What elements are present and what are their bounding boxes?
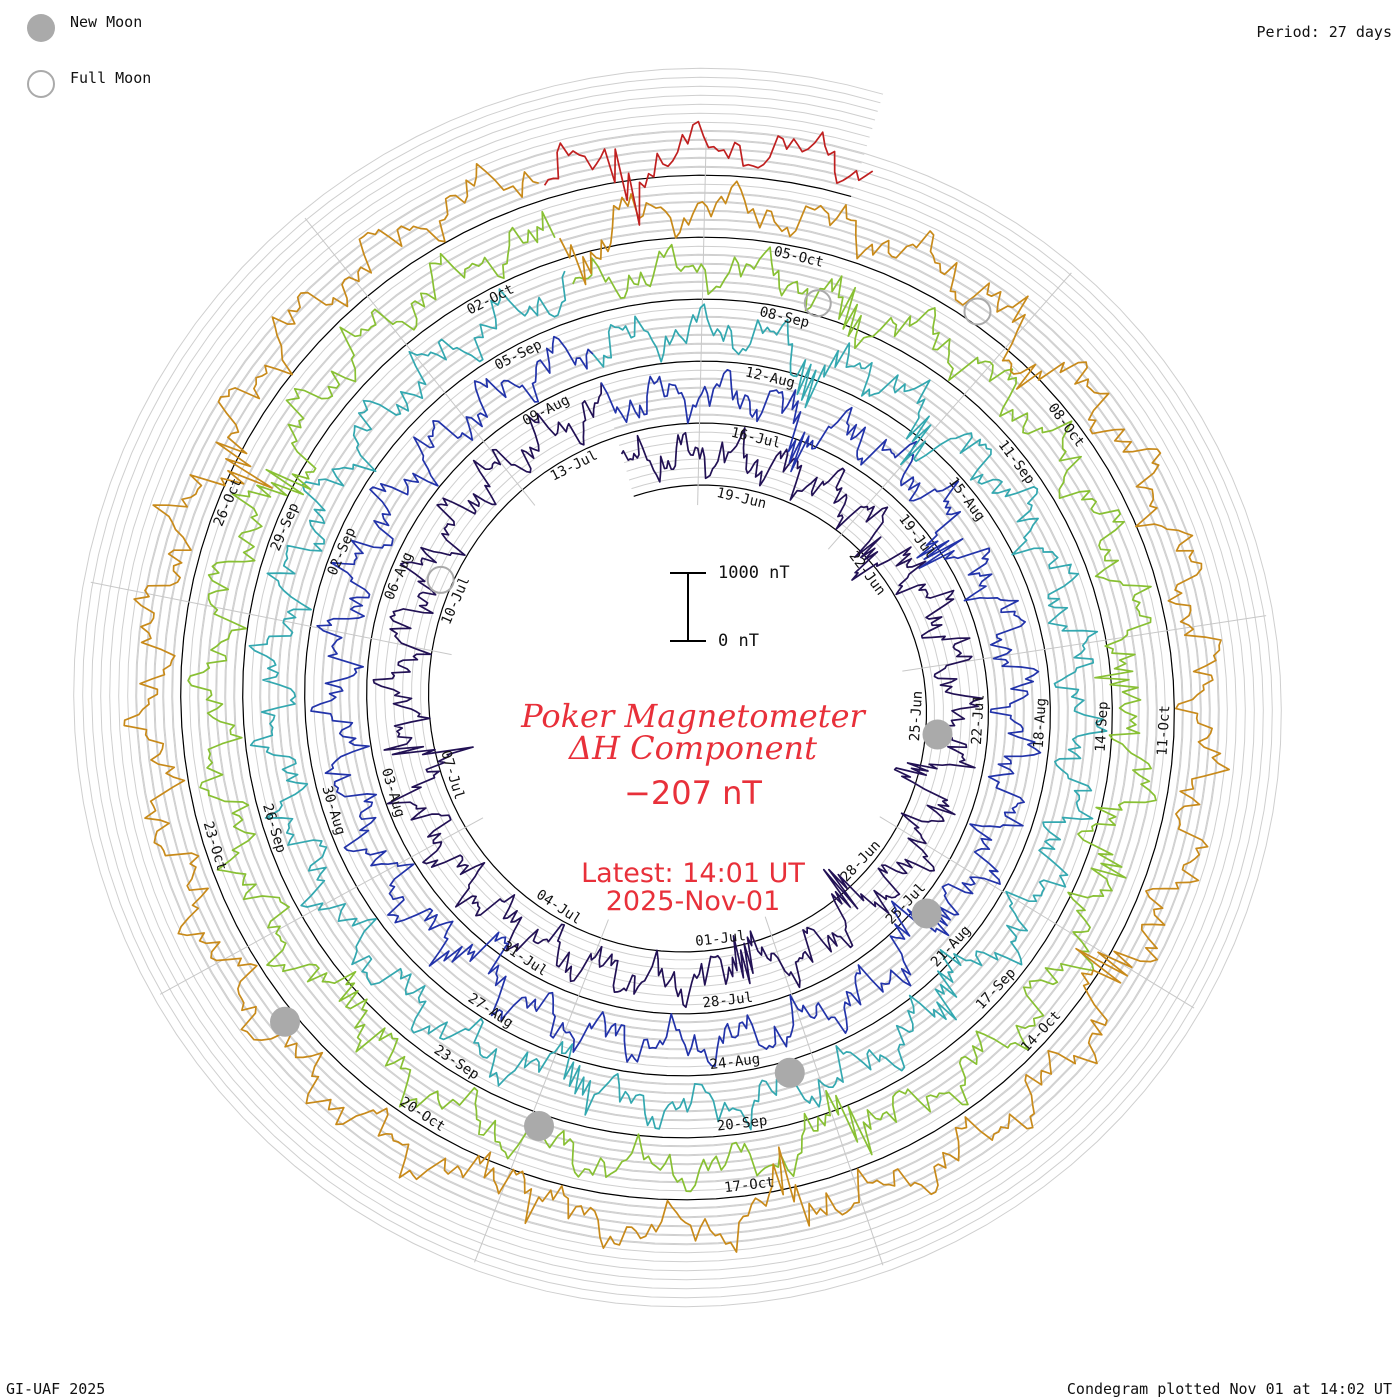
chart-title: Poker Magnetometer bbox=[521, 697, 865, 735]
radial-spoke bbox=[764, 916, 884, 1266]
date-label: 14-Oct bbox=[1018, 1008, 1064, 1056]
spiral-grid-line bbox=[100, 94, 1255, 1281]
full-moon-marker bbox=[426, 565, 455, 594]
date-label: 20-Sep bbox=[716, 1113, 768, 1135]
date-label: 11-Sep bbox=[995, 437, 1038, 487]
scale-bar-top-label: 1000 nT bbox=[718, 563, 790, 583]
new-moon-marker bbox=[911, 898, 942, 929]
radial-spoke bbox=[90, 581, 452, 656]
date-label: 08-Oct bbox=[1044, 400, 1087, 450]
new-moon-marker bbox=[524, 1111, 555, 1142]
latest-date: 2025-Nov-01 bbox=[605, 886, 781, 917]
footer-credit: GI-UAF 2025 bbox=[6, 1380, 106, 1398]
date-label: 24-Aug bbox=[709, 1051, 761, 1073]
radial-spoke bbox=[827, 272, 1072, 550]
full-moon-icon bbox=[27, 70, 55, 98]
spiral-grid-line bbox=[172, 166, 1183, 1209]
date-label: 01-Jul bbox=[695, 928, 747, 950]
date-label: 17-Oct bbox=[723, 1174, 775, 1196]
date-label: 15-Aug bbox=[945, 474, 988, 524]
grid-layer bbox=[73, 67, 1282, 1308]
date-label: 28-Jul bbox=[702, 990, 754, 1012]
full-moon-label: Full Moon bbox=[70, 69, 152, 87]
date-label: 18-Aug bbox=[1031, 697, 1050, 748]
chart-subtitle: ΔH Component bbox=[568, 729, 818, 767]
date-label: 11-Oct bbox=[1155, 705, 1174, 756]
period-label: Period: 27 days bbox=[1256, 23, 1392, 41]
date-label: 21-Aug bbox=[928, 923, 974, 971]
latest-time: Latest: 14:01 UT bbox=[581, 858, 805, 889]
date-label: 14-Sep bbox=[1093, 701, 1112, 752]
data-layer bbox=[123, 120, 1230, 1253]
new-moon-marker bbox=[774, 1057, 805, 1088]
radial-spoke bbox=[474, 919, 609, 1263]
series-trace-6 bbox=[543, 120, 874, 226]
radial-spoke bbox=[697, 137, 707, 506]
spiral-grid-line bbox=[91, 85, 1264, 1290]
date-label: 25-Jun bbox=[907, 690, 926, 741]
footer-plotted: Condegram plotted Nov 01 at 14:02 UT bbox=[1066, 1380, 1392, 1398]
series-trace-2 bbox=[310, 335, 1042, 1067]
date-label: 17-Sep bbox=[973, 965, 1019, 1013]
date-label: 22-Jul bbox=[969, 694, 988, 745]
date-label: 13-Jul bbox=[548, 448, 600, 485]
series-trace-1 bbox=[372, 382, 984, 1009]
spiral-grid-line bbox=[154, 148, 1201, 1227]
new-moon-label: New Moon bbox=[70, 13, 143, 31]
full-moon-marker bbox=[963, 297, 992, 326]
radial-spoke bbox=[879, 816, 1195, 1009]
new-moon-icon bbox=[27, 14, 55, 42]
full-moon-marker bbox=[803, 289, 832, 318]
spiral-grid-line bbox=[127, 121, 1228, 1254]
moon-layer bbox=[270, 289, 992, 1142]
scale-bar-bottom-label: 0 nT bbox=[718, 631, 759, 651]
series-trace-5 bbox=[123, 162, 1230, 1253]
scale-bar bbox=[670, 572, 706, 642]
spiral-grid-line bbox=[82, 76, 1273, 1299]
current-value: −207 nT bbox=[624, 774, 762, 812]
baseline-spiral bbox=[180, 174, 1175, 1201]
new-moon-marker bbox=[270, 1006, 301, 1037]
series-trace-4 bbox=[187, 210, 1157, 1193]
series-trace-3 bbox=[248, 270, 1108, 1131]
new-moon-marker bbox=[922, 719, 953, 750]
spiral-grid-line bbox=[136, 130, 1219, 1245]
date-label: 19-Jul bbox=[895, 511, 938, 561]
spiral-grid-line bbox=[109, 103, 1246, 1272]
spiral-grid-line bbox=[73, 67, 1282, 1308]
